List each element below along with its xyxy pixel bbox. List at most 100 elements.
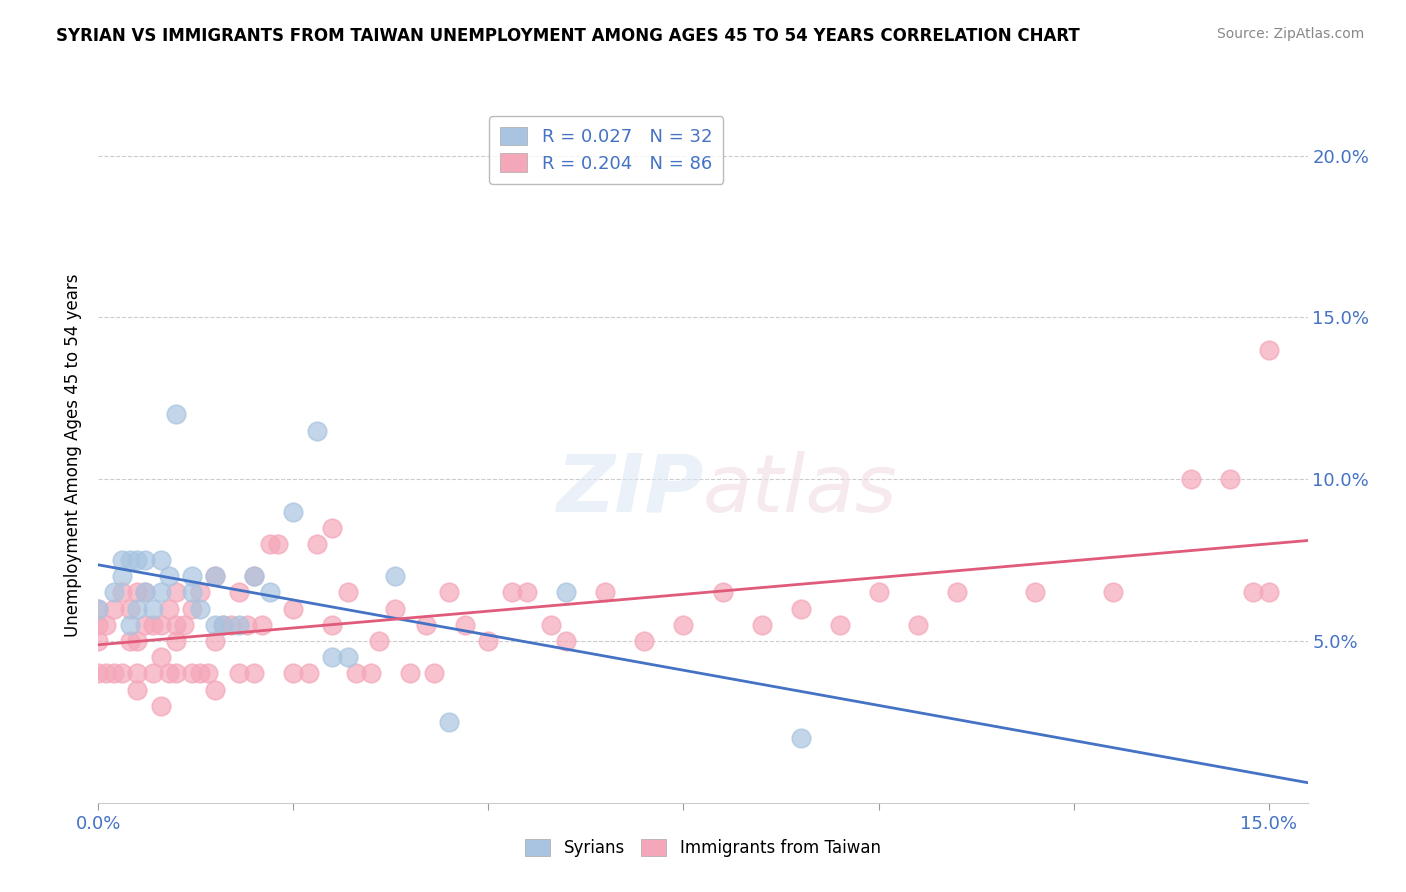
Point [595,585,617,599]
Point [127,601,149,615]
Point [540,617,562,632]
Point [1241,585,1264,599]
Point [118,617,141,632]
Point [157,666,180,681]
Point [360,666,382,681]
Point [868,585,890,599]
Point [127,553,149,567]
Point [633,634,655,648]
Point [789,601,811,615]
Point [87,601,110,615]
Point [219,617,242,632]
Point [204,569,226,583]
Point [228,666,250,681]
Point [321,650,343,665]
Point [439,585,461,599]
Point [368,634,391,648]
Point [111,666,134,681]
Point [165,585,187,599]
Point [96,666,118,681]
Point [111,585,134,599]
Text: ZIP: ZIP [555,450,703,529]
Text: atlas: atlas [703,450,898,529]
Point [267,537,290,551]
Point [555,634,578,648]
Point [165,617,187,632]
Point [259,537,281,551]
Point [399,666,422,681]
Point [259,585,281,599]
Point [165,634,187,648]
Point [134,585,156,599]
Point [305,424,328,438]
Point [1257,343,1279,357]
Point [87,666,110,681]
Point [103,585,125,599]
Y-axis label: Unemployment Among Ages 45 to 54 years: Unemployment Among Ages 45 to 54 years [65,273,83,637]
Point [118,634,141,648]
Point [1180,472,1202,486]
Point [127,585,149,599]
Point [501,585,523,599]
Point [212,617,235,632]
Point [149,553,172,567]
Point [454,617,477,632]
Point [828,617,851,632]
Point [149,617,172,632]
Point [1101,585,1123,599]
Point [157,601,180,615]
Point [1024,585,1046,599]
Point [181,601,204,615]
Point [118,601,141,615]
Point [149,698,172,713]
Point [751,617,773,632]
Point [228,585,250,599]
Point [157,569,180,583]
Point [87,634,110,648]
Point [711,585,734,599]
Point [907,617,929,632]
Point [149,650,172,665]
Point [149,585,172,599]
Point [283,666,305,681]
Point [142,617,165,632]
Point [384,569,406,583]
Point [555,585,578,599]
Point [1257,585,1279,599]
Point [337,650,360,665]
Point [283,601,305,615]
Point [321,617,343,632]
Point [188,585,211,599]
Point [235,617,257,632]
Point [204,682,226,697]
Point [228,617,250,632]
Text: Source: ZipAtlas.com: Source: ZipAtlas.com [1216,27,1364,41]
Point [127,682,149,697]
Point [127,634,149,648]
Point [283,504,305,518]
Point [212,617,235,632]
Point [204,634,226,648]
Point [945,585,967,599]
Point [111,553,134,567]
Point [111,569,134,583]
Point [204,617,226,632]
Point [142,601,165,615]
Point [103,666,125,681]
Point [127,666,149,681]
Point [181,569,204,583]
Point [321,521,343,535]
Point [87,617,110,632]
Point [337,585,360,599]
Point [439,714,461,729]
Point [204,569,226,583]
Point [477,634,499,648]
Point [181,666,204,681]
Point [1219,472,1241,486]
Text: SYRIAN VS IMMIGRANTS FROM TAIWAN UNEMPLOYMENT AMONG AGES 45 TO 54 YEARS CORRELAT: SYRIAN VS IMMIGRANTS FROM TAIWAN UNEMPLO… [56,27,1080,45]
Point [298,666,321,681]
Point [134,553,156,567]
Point [243,569,266,583]
Point [188,601,211,615]
Point [344,666,367,681]
